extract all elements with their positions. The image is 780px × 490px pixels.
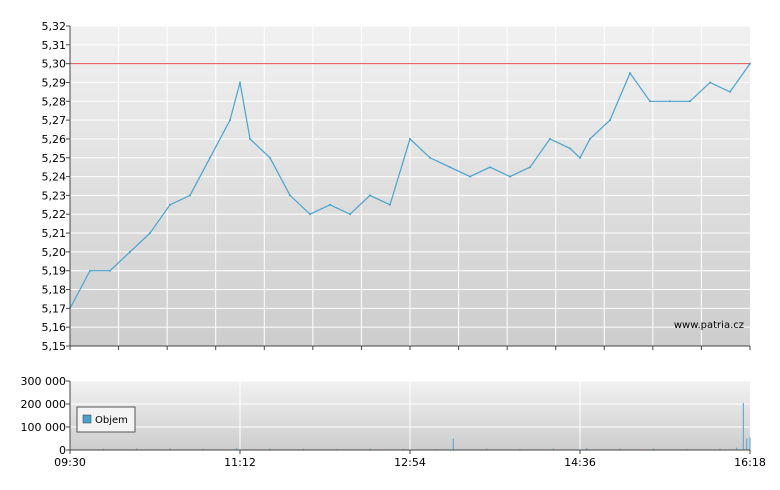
price-point xyxy=(589,137,591,140)
price-y-tick-label: 5,16 xyxy=(42,321,67,334)
legend-swatch xyxy=(82,414,92,424)
price-point xyxy=(449,166,451,169)
price-y-tick-label: 5,32 xyxy=(42,20,67,33)
price-y-tick-label: 5,21 xyxy=(42,227,67,240)
price-point xyxy=(529,166,531,169)
price-point xyxy=(209,156,211,159)
price-point xyxy=(649,100,651,103)
price-y-tick-label: 5,31 xyxy=(42,39,67,52)
price-point xyxy=(169,203,171,206)
price-point xyxy=(429,156,431,159)
x-tick-label: 11:12 xyxy=(224,456,256,469)
price-point xyxy=(309,213,311,216)
x-tick-label: 09:30 xyxy=(54,456,86,469)
price-point xyxy=(229,119,231,122)
price-y-tick-label: 5,22 xyxy=(42,208,67,221)
price-point xyxy=(329,203,331,206)
price-point xyxy=(579,156,581,159)
price-point xyxy=(289,194,291,197)
price-point xyxy=(489,166,491,169)
price-point xyxy=(89,269,91,272)
price-point xyxy=(349,213,351,216)
price-y-tick-label: 5,25 xyxy=(42,152,67,165)
price-y-tick-label: 5,17 xyxy=(42,302,67,315)
price-y-tick-label: 5,27 xyxy=(42,114,67,127)
price-point xyxy=(509,175,511,178)
price-y-tick-label: 5,26 xyxy=(42,133,67,146)
legend-label: Objem xyxy=(95,415,128,426)
x-tick-label: 12:54 xyxy=(394,456,426,469)
price-point xyxy=(189,194,191,197)
price-y-tick-label: 5,24 xyxy=(42,171,67,184)
x-tick-label: 16:18 xyxy=(734,456,766,469)
price-point xyxy=(149,232,151,235)
price-y-tick-label: 5,28 xyxy=(42,95,67,108)
volume-y-tick-label: 300 000 xyxy=(21,375,67,388)
price-y-tick-label: 5,23 xyxy=(42,189,67,202)
price-y-tick-label: 5,30 xyxy=(42,58,67,71)
price-point xyxy=(609,119,611,122)
price-chart: 5,15 5,16 5,17 5,18 5,19 5,20 5,21 5,22 5,23 5,24… xyxy=(42,20,751,353)
price-point xyxy=(689,100,691,103)
price-y-tick-label: 5,20 xyxy=(42,246,67,259)
volume-y-tick-label: 200 000 xyxy=(21,398,67,411)
volume-legend: Objem xyxy=(76,406,136,433)
price-point xyxy=(749,62,751,65)
price-point xyxy=(469,175,471,178)
price-point xyxy=(629,72,631,75)
price-point xyxy=(409,137,411,140)
price-point xyxy=(249,137,251,140)
watermark: www.patria.cz xyxy=(674,320,744,331)
volume-y-tick-label: 0 xyxy=(59,444,66,457)
price-point xyxy=(369,194,371,197)
price-point xyxy=(109,269,111,272)
price-point xyxy=(729,90,731,93)
price-point xyxy=(389,203,391,206)
price-point xyxy=(669,100,671,103)
volume-y-tick-label: 100 000 xyxy=(21,421,67,434)
price-point xyxy=(269,156,271,159)
price-y-tick-label: 5,29 xyxy=(42,76,67,89)
price-point xyxy=(239,81,241,84)
price-point xyxy=(569,147,571,150)
price-y-tick-label: 5,19 xyxy=(42,265,67,278)
price-point xyxy=(549,137,551,140)
x-tick-label: 14:36 xyxy=(564,456,596,469)
volume-chart: 0 100 000 200 000 300 000 09:30 11:12 12:54 14:… xyxy=(21,375,766,469)
price-y-tick-label: 5,18 xyxy=(42,284,67,297)
price-y-tick-label: 5,15 xyxy=(42,340,67,353)
price-point xyxy=(129,250,131,253)
price-point xyxy=(709,81,711,84)
